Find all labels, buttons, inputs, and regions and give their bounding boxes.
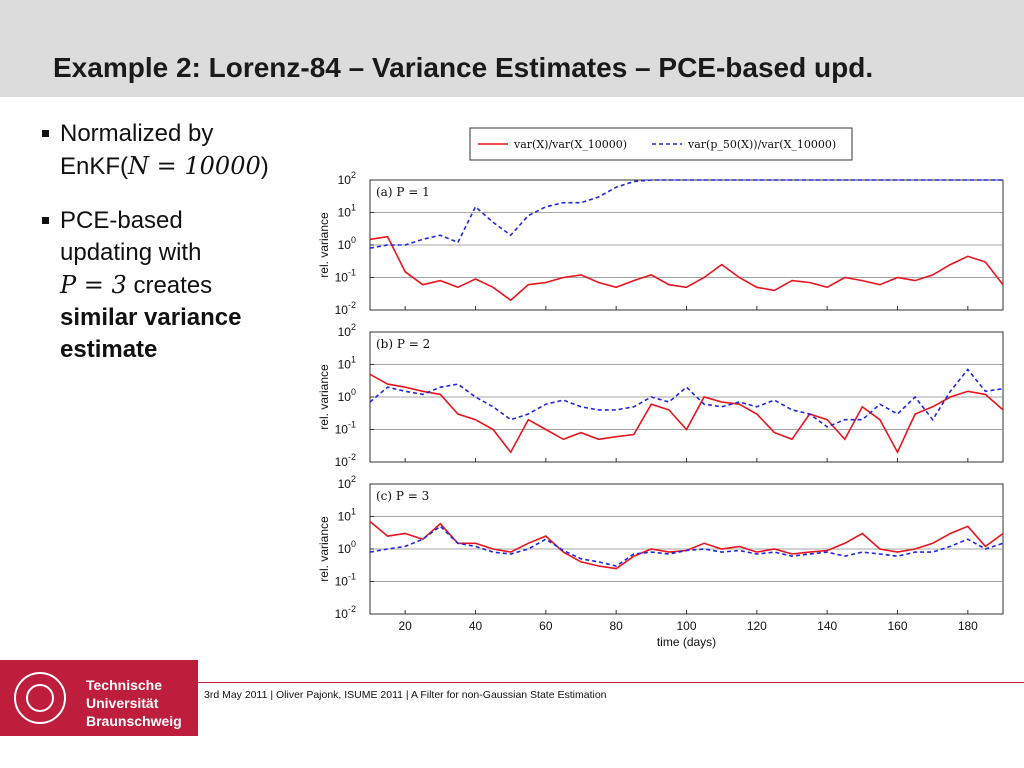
y-tick-label: 102 bbox=[338, 170, 356, 187]
bullet-marker-icon bbox=[42, 130, 49, 137]
bullet-item: Normalized by EnKF(N = 10000) bbox=[40, 118, 300, 183]
y-tick-label: 100 bbox=[338, 539, 356, 556]
y-tick-label: 102 bbox=[338, 474, 356, 491]
slide-title: Example 2: Lorenz-84 – Variance Estimate… bbox=[53, 52, 874, 83]
bullet-math: N = 10000 bbox=[128, 152, 261, 180]
bullet-text: creates bbox=[126, 272, 213, 299]
university-seal-icon bbox=[14, 672, 66, 724]
series-line-blue bbox=[369, 179, 1003, 249]
bullet-math: P = 3 bbox=[60, 271, 127, 299]
y-axis-label: rel. variance bbox=[317, 212, 331, 278]
panel-label: (c) P = 3 bbox=[376, 489, 429, 503]
legend-entry-red: var(X)/var(X_10000) bbox=[513, 138, 627, 151]
x-tick-label: 60 bbox=[539, 619, 553, 633]
bullet-text: EnKF( bbox=[60, 153, 129, 180]
x-tick-label: 160 bbox=[887, 619, 907, 633]
y-tick-label: 10-2 bbox=[335, 604, 356, 621]
series-line-red bbox=[369, 373, 1004, 454]
university-name: Technische Universität Braunschweig bbox=[86, 677, 182, 729]
x-tick-label: 180 bbox=[958, 619, 978, 633]
bullet-text: Normalized by bbox=[60, 120, 214, 147]
y-tick-label: 10-1 bbox=[335, 420, 356, 437]
bullet-bold-text: similar variance bbox=[60, 304, 242, 331]
x-tick-label: 40 bbox=[469, 619, 483, 633]
x-tick-label: 80 bbox=[609, 619, 623, 633]
bullet-marker-icon bbox=[42, 217, 49, 224]
x-tick-label: 20 bbox=[398, 619, 412, 633]
y-axis-label: rel. variance bbox=[317, 516, 331, 582]
y-tick-label: 101 bbox=[338, 507, 356, 524]
y-axis-label: rel. variance bbox=[317, 364, 331, 430]
x-tick-label: 120 bbox=[747, 619, 767, 633]
y-tick-label: 10-2 bbox=[335, 300, 356, 317]
bullet-text: PCE-based bbox=[60, 207, 183, 234]
y-tick-label: 101 bbox=[338, 355, 356, 372]
bullet-list: Normalized by EnKF(N = 10000) PCE-based … bbox=[40, 118, 300, 388]
y-tick-label: 10-1 bbox=[335, 572, 356, 589]
series-line-blue bbox=[369, 525, 1004, 567]
bullet-text: updating with bbox=[60, 239, 202, 266]
y-tick-label: 101 bbox=[338, 203, 356, 220]
slide-header bbox=[0, 0, 1024, 97]
bullet-text: ) bbox=[260, 153, 269, 180]
bullet-bold-text: estimate bbox=[60, 336, 158, 363]
panel-label: (a) P = 1 bbox=[376, 185, 430, 199]
x-tick-label: 100 bbox=[676, 619, 696, 633]
footer-text: 3rd May 2011 | Oliver Pajonk, ISUME 2011… bbox=[204, 689, 607, 701]
series-line-blue bbox=[369, 368, 1004, 428]
x-tick-label: 140 bbox=[817, 619, 837, 633]
y-tick-label: 102 bbox=[338, 322, 356, 339]
x-axis-label: time (days) bbox=[657, 635, 716, 649]
variance-chart: var(X)/var(X_10000) var(p_50(X))/var(X_10… bbox=[317, 127, 1004, 649]
y-tick-label: 100 bbox=[338, 235, 356, 252]
legend-entry-blue: var(p_50(X))/var(X_10000) bbox=[687, 138, 836, 151]
footer-divider bbox=[198, 682, 1024, 683]
y-tick-label: 10-2 bbox=[335, 452, 356, 469]
bullet-item: PCE-based updating with P = 3 creates si… bbox=[40, 205, 300, 366]
panel-label: (b) P = 2 bbox=[376, 337, 430, 351]
y-tick-label: 100 bbox=[338, 387, 356, 404]
series-line-red bbox=[369, 235, 1004, 302]
y-tick-label: 10-1 bbox=[335, 268, 356, 285]
